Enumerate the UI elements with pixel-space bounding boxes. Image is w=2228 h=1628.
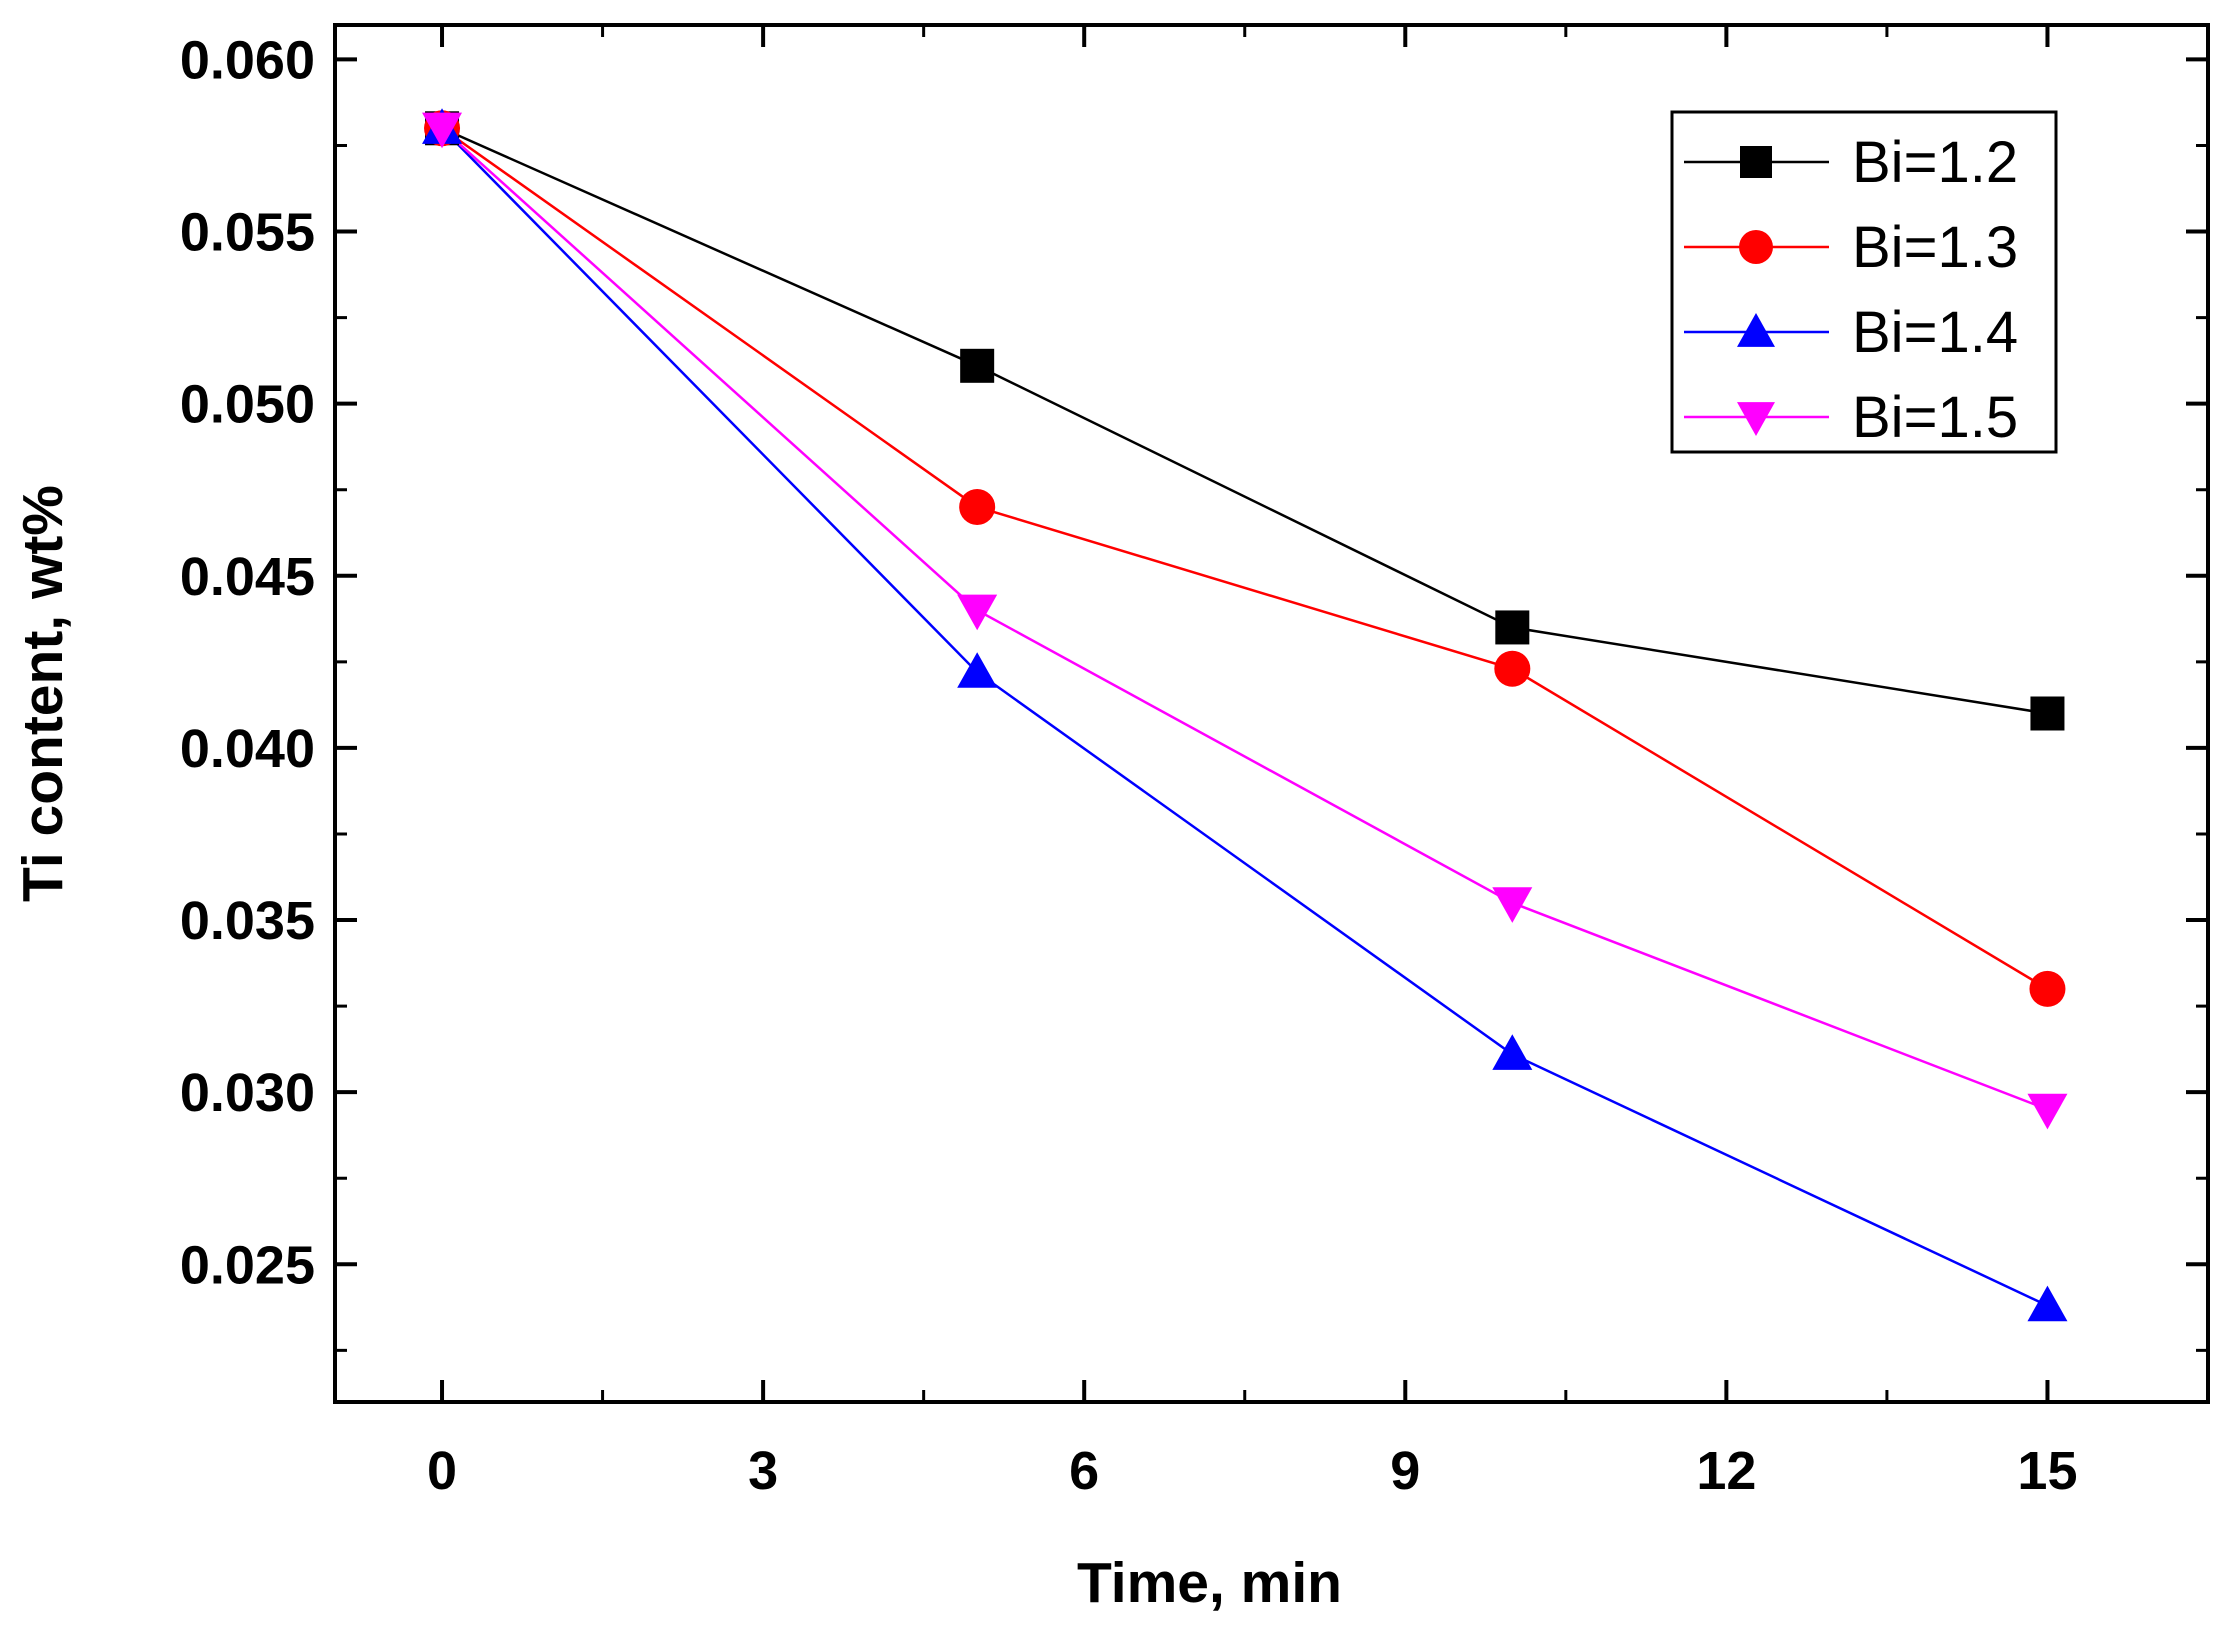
x-axis-title: Time, min	[1077, 1551, 1342, 1615]
data-point	[422, 112, 463, 149]
y-tick-label: 0.040	[180, 719, 315, 779]
data-point	[1495, 610, 1530, 645]
x-tick-label: 15	[2017, 1441, 2077, 1501]
data-point	[959, 488, 996, 525]
y-tick-label: 0.025	[180, 1235, 315, 1295]
data-point	[1492, 887, 1533, 923]
legend-marker	[1737, 313, 1775, 347]
legend-label: Bi=1.2	[1852, 130, 2018, 195]
x-axis: 0 3 6 9 12 15	[427, 25, 2077, 1501]
legend: Bi=1.2 Bi=1.3 Bi=1.4 Bi=1.5	[1670, 110, 2058, 454]
legend-box	[1670, 110, 2058, 454]
x-tick-label: 12	[1696, 1441, 1756, 1501]
legend-label: Bi=1.5	[1852, 385, 2018, 450]
data-point	[2030, 696, 2065, 731]
data-point	[957, 652, 998, 688]
data-point	[957, 594, 998, 631]
y-axis: 0.025 0.030 0.035 0.040 0.045 0.050 0.055 0.060	[180, 30, 2208, 1352]
x-tick-label: 0	[427, 1441, 457, 1501]
y-axis-title: Ti content, wt%	[11, 485, 75, 902]
data-point	[960, 348, 995, 383]
series-line-1	[441, 127, 2048, 715]
data-point	[1492, 1034, 1533, 1070]
legend-marker	[1740, 146, 1772, 178]
legend-label: Bi=1.4	[1852, 300, 2018, 365]
series-line-3	[441, 127, 2048, 1307]
x-tick-label: 6	[1069, 1441, 1099, 1501]
x-tick-label: 9	[1390, 1441, 1420, 1501]
legend-marker	[1739, 230, 1773, 264]
series-line-2	[441, 127, 2049, 990]
data-point	[1494, 650, 1531, 687]
legend-marker	[1737, 402, 1775, 436]
legend-label: Bi=1.3	[1852, 215, 2018, 280]
y-tick-label: 0.055	[180, 203, 315, 263]
x-tick-label: 3	[748, 1441, 778, 1501]
data-point	[2029, 970, 2066, 1007]
plot-frame	[333, 23, 2210, 1404]
y-tick-label: 0.050	[180, 375, 315, 435]
series-line-4	[441, 127, 2048, 1111]
y-tick-label: 0.060	[180, 30, 315, 90]
y-tick-label: 0.045	[180, 547, 315, 607]
series-lines	[441, 127, 2049, 1307]
data-point	[2027, 1093, 2068, 1130]
data-point	[2027, 1285, 2068, 1322]
y-tick-label: 0.030	[180, 1063, 315, 1123]
series-markers	[422, 108, 2068, 1322]
y-tick-label: 0.035	[180, 891, 315, 951]
